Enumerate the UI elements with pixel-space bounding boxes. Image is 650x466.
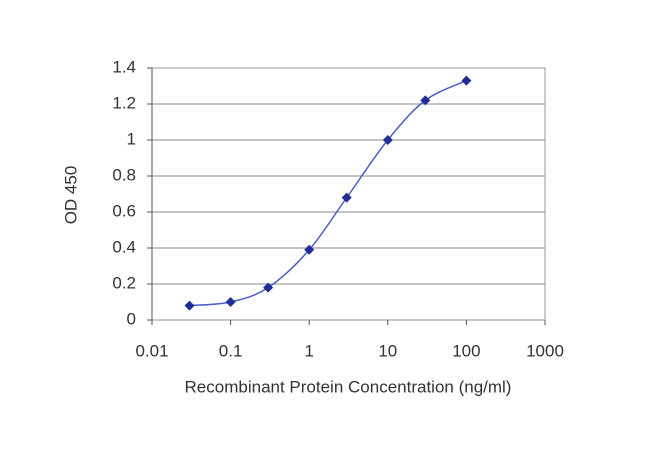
data-point (341, 192, 352, 203)
data-point (263, 282, 274, 293)
y-tick-label: 0.6 (112, 201, 136, 220)
x-tick-label: 1 (304, 341, 313, 360)
data-point (184, 300, 195, 311)
x-tick-label: 10 (378, 341, 397, 360)
data-point (304, 244, 315, 255)
y-tick-label: 0 (127, 309, 136, 328)
x-axis-label: Recombinant Protein Concentration (ng/ml… (185, 377, 512, 396)
x-tick-label: 1000 (526, 341, 564, 360)
data-point (420, 95, 431, 106)
data-point (382, 135, 393, 145)
data-line (189, 79, 467, 307)
data-point (225, 297, 236, 307)
y-tick-label: 1.2 (112, 93, 136, 112)
y-tick-label: 0.2 (112, 273, 136, 292)
y-tick-label: 0.4 (112, 237, 136, 256)
y-tick-label: 1 (127, 129, 136, 148)
y-tick-label: 1.4 (112, 57, 136, 76)
x-tick-label: 0.01 (135, 341, 168, 360)
y-tick-label: 0.8 (112, 165, 136, 184)
x-tick-label: 0.1 (219, 341, 243, 360)
data-point (461, 75, 472, 86)
y-axis-label: OD 450 (61, 166, 80, 225)
x-tick-label: 100 (452, 341, 480, 360)
